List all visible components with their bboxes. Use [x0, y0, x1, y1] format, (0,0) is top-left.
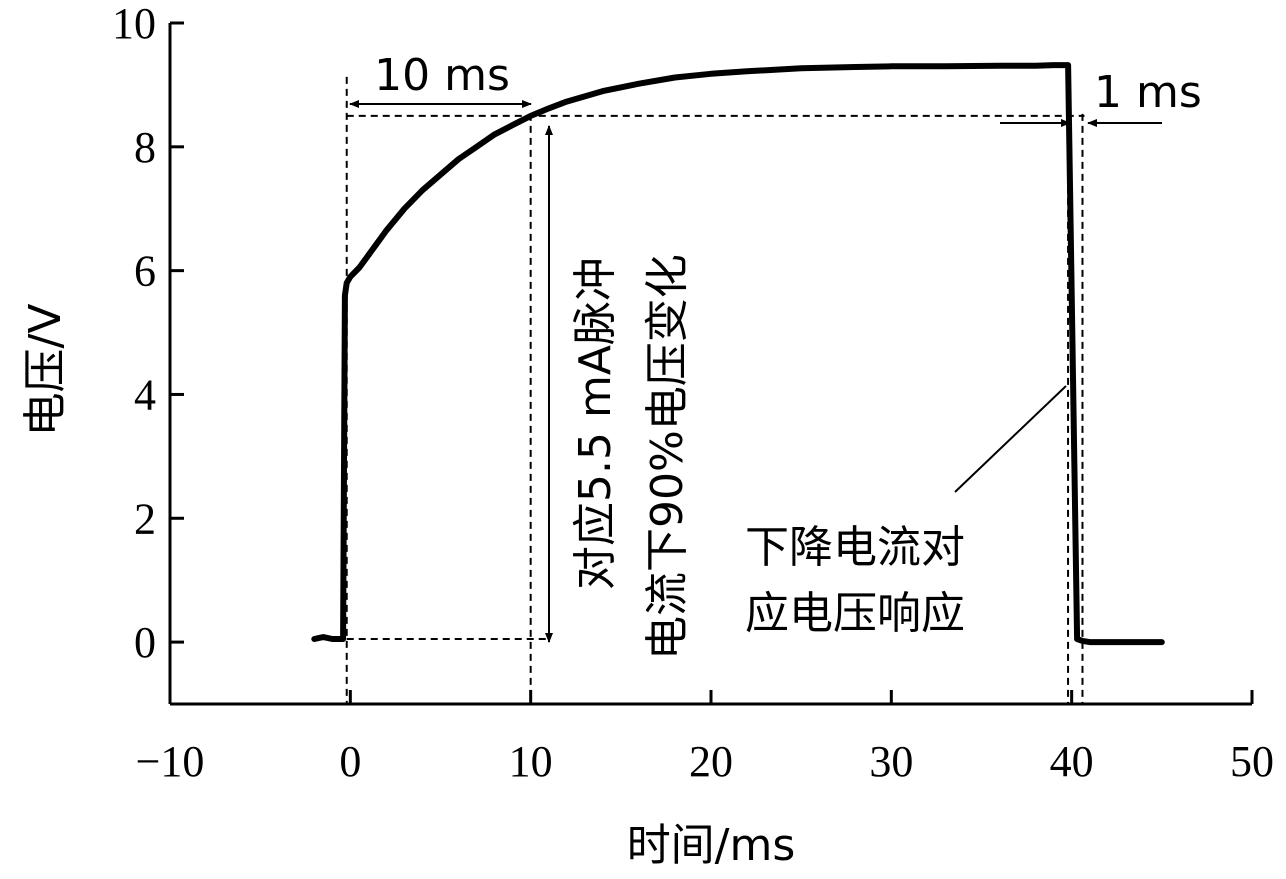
y-tick-label: 8 [134, 123, 156, 172]
y-tick-label: 6 [134, 247, 156, 296]
axes [168, 23, 1252, 706]
x-tick-label: 20 [689, 737, 733, 786]
annotation-10ms: 10 ms [374, 50, 510, 101]
annotation-1ms: 1 ms [1094, 67, 1202, 118]
annotation-falling-line2: 应电压响应 [745, 588, 965, 639]
x-axis-title: 时间/ms [627, 820, 796, 871]
x-tick-label: 50 [1230, 737, 1274, 786]
y-tick-label: 4 [134, 370, 156, 419]
annotation-falling-line1: 下降电流对 [745, 522, 965, 573]
y-tick-label: 2 [134, 494, 156, 543]
annotation-arrows [349, 100, 1162, 643]
x-tick-label: 40 [1050, 737, 1094, 786]
x-tick-label: 0 [339, 737, 361, 786]
y-ticks: 0 2 4 6 8 10 [112, 0, 184, 667]
leader-line-falling [954, 385, 1067, 493]
annotation-pulse-line1: 对应5.5 mA脉冲 [570, 257, 621, 590]
y-tick-label: 0 [134, 618, 156, 667]
y-tick-label: 10 [112, 0, 156, 48]
x-ticks: −10 0 10 20 30 40 50 [136, 690, 1274, 786]
x-tick-label: 30 [869, 737, 913, 786]
x-tick-label: 10 [509, 737, 553, 786]
voltage-series-line [311, 62, 1165, 646]
x-tick-label: −10 [136, 737, 205, 786]
dashed-reference-lines [345, 76, 1085, 704]
y-axis-title: 电压/V [20, 304, 71, 437]
annotation-pulse-line2: 电流下90%电压变化 [642, 254, 693, 660]
